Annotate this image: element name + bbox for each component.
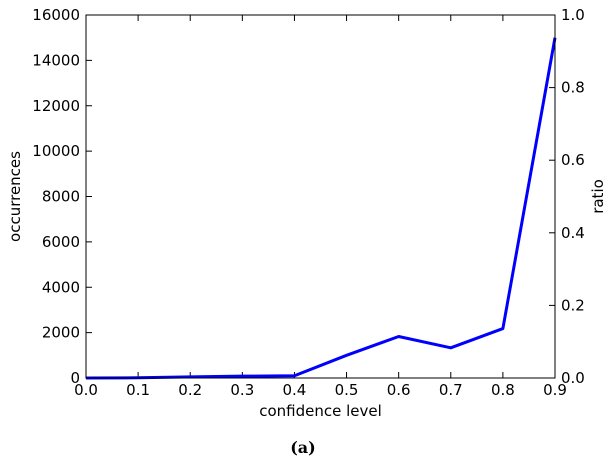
y2-tick-label: 1.0 [561, 6, 585, 24]
line-chart: 0.0 0.1 0.2 0.3 0.4 0.5 0.6 0.7 0.8 0.9 0 2000 4000… [6, 6, 606, 420]
x-tick-label: 0.7 [439, 381, 463, 399]
x-tick-label: 0.1 [126, 381, 150, 399]
y2-tick-label: 0.6 [561, 151, 585, 169]
x-axis-ticks: 0.0 0.1 0.2 0.3 0.4 0.5 0.6 0.7 0.8 0.9 [74, 15, 567, 399]
y-axis-ticks: 0 2000 4000 6000 8000 10000 12000 14000 16000 [32, 6, 92, 387]
y2-tick-label: 0.4 [561, 224, 585, 242]
y-tick-label: 14000 [32, 51, 80, 69]
y-tick-label: 4000 [42, 278, 80, 296]
x-tick-label: 0.6 [387, 381, 411, 399]
x-tick-label: 0.4 [283, 381, 307, 399]
y2-axis-ticks: 0.0 0.2 0.4 0.6 0.8 1.0 [549, 6, 585, 387]
y-tick-label: 2000 [42, 324, 80, 342]
y-tick-label: 10000 [32, 142, 80, 160]
y2-tick-label: 0.2 [561, 296, 585, 314]
figure-caption: (a) [290, 438, 316, 457]
plot-frame [85, 14, 556, 379]
y2-tick-label: 0.8 [561, 79, 585, 97]
x-axis-label: confidence level [259, 402, 382, 420]
y-tick-label: 12000 [32, 97, 80, 115]
x-tick-label: 0.9 [543, 381, 567, 399]
x-tick-label: 0.2 [178, 381, 202, 399]
x-tick-label: 0.0 [74, 381, 98, 399]
x-tick-label: 0.8 [491, 381, 515, 399]
series-layer [85, 37, 557, 380]
y-tick-label: 6000 [42, 233, 80, 251]
y2-axis-label: ratio [589, 179, 606, 214]
y2-tick-label: 0.0 [561, 369, 585, 387]
x-tick-label: 0.5 [335, 381, 359, 399]
y-tick-label: 8000 [42, 188, 80, 206]
y-tick-label: 16000 [32, 6, 80, 24]
series-line [85, 37, 557, 380]
y-tick-label: 0 [70, 369, 80, 387]
y-axis-label: occurrences [6, 151, 24, 242]
x-tick-label: 0.3 [230, 381, 254, 399]
